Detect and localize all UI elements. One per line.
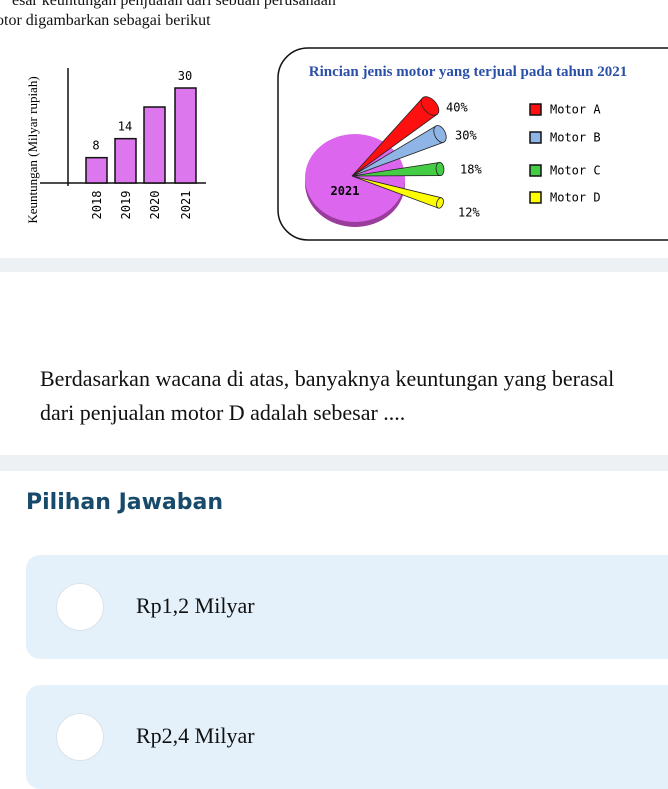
bar bbox=[114, 137, 137, 184]
answer-option[interactable]: Rp2,4 Milyar bbox=[26, 685, 668, 789]
intro-line: esar keuntungan penjualan dari sebuah pe… bbox=[12, 0, 336, 9]
legend-label: Motor C bbox=[550, 164, 601, 178]
y-axis-label: Keuntungan (Milyar rupiah) bbox=[25, 76, 40, 223]
bar bbox=[85, 156, 108, 184]
answer-option[interactable]: Rp1,2 Milyar bbox=[26, 555, 668, 659]
divider bbox=[0, 455, 668, 471]
slice-cap bbox=[435, 162, 445, 176]
pie-title: Rincian jenis motor yang terjual pada ta… bbox=[309, 64, 628, 80]
intro-line: otor digambarkan sebagai berikut bbox=[0, 12, 211, 29]
data-label: 12% bbox=[458, 206, 480, 220]
slice-cap bbox=[420, 96, 440, 116]
data-label: 30% bbox=[455, 129, 477, 143]
slice-cap bbox=[433, 125, 447, 143]
data-label: 40% bbox=[446, 101, 468, 115]
data-label: 8 bbox=[92, 139, 99, 153]
legend-swatch bbox=[529, 103, 542, 116]
legend-label: Motor B bbox=[550, 131, 601, 145]
question: Berdasarkan wacana di atas, banyaknya ke… bbox=[40, 366, 615, 425]
figure: Keuntungan (Milyar rupiah) 8 2018 14 2019 202… bbox=[25, 47, 668, 241]
x-tick-label: 2021 bbox=[179, 191, 193, 220]
x-tick-label: 2020 bbox=[148, 191, 162, 220]
pie-center-label: 2021 bbox=[331, 184, 360, 198]
legend-label: Motor A bbox=[550, 103, 601, 117]
legend-swatch bbox=[529, 164, 542, 177]
bar bbox=[143, 106, 166, 184]
data-label: 14 bbox=[118, 120, 132, 134]
answers-heading: Pilihan Jawaban bbox=[26, 490, 224, 515]
legend-label: Motor D bbox=[550, 191, 601, 205]
legend-swatch bbox=[529, 131, 542, 144]
x-tick-label: 2019 bbox=[119, 191, 133, 220]
divider bbox=[0, 258, 668, 272]
x-tick-label: 2018 bbox=[90, 191, 104, 220]
data-label: 30 bbox=[178, 69, 192, 83]
option-text: Rp1,2 Milyar bbox=[136, 593, 255, 618]
radio-button[interactable] bbox=[56, 713, 104, 761]
slice-cap bbox=[436, 197, 444, 209]
option-text: Rp2,4 Milyar bbox=[136, 723, 255, 748]
legend-swatch bbox=[529, 191, 542, 204]
data-label: 18% bbox=[460, 163, 482, 177]
bar bbox=[174, 87, 197, 184]
radio-button[interactable] bbox=[56, 583, 104, 631]
